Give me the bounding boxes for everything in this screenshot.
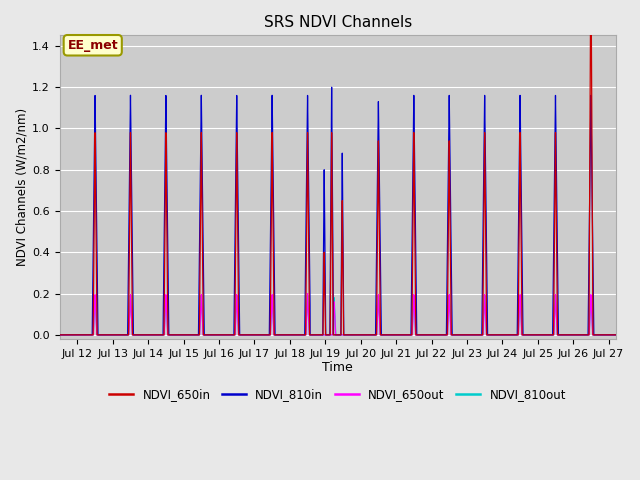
X-axis label: Time: Time xyxy=(323,361,353,374)
Text: EE_met: EE_met xyxy=(67,39,118,52)
Y-axis label: NDVI Channels (W/m2/nm): NDVI Channels (W/m2/nm) xyxy=(15,108,28,266)
Title: SRS NDVI Channels: SRS NDVI Channels xyxy=(264,15,412,30)
Legend: NDVI_650in, NDVI_810in, NDVI_650out, NDVI_810out: NDVI_650in, NDVI_810in, NDVI_650out, NDV… xyxy=(104,384,571,406)
